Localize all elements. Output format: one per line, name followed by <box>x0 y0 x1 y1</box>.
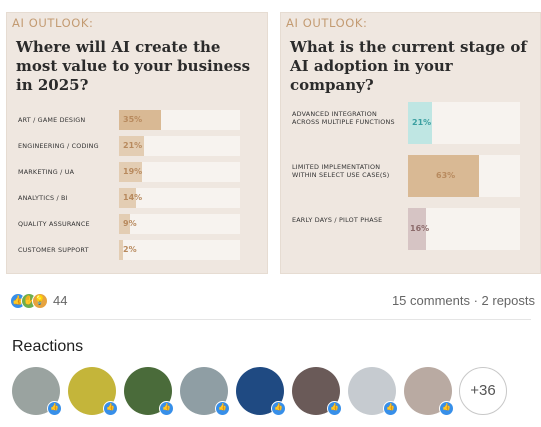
bar-row: LIMITED IMPLEMENTATION WITHIN SELECT USE… <box>280 155 541 197</box>
bar-label: EARLY DAYS / PILOT PHASE <box>292 216 383 224</box>
comments-reposts-link[interactable]: 15 comments · 2 reposts <box>391 293 535 308</box>
avatar-8[interactable]: 👍 <box>404 367 454 416</box>
divider <box>10 319 531 320</box>
bar-row: ANALYTICS / BI 14% <box>6 188 268 208</box>
bar-row: CUSTOMER SUPPORT 2% <box>6 240 268 260</box>
bar-track: 14% <box>119 188 240 208</box>
bar-fill <box>408 155 479 197</box>
bar-value: 21% <box>123 141 143 150</box>
avatar-3[interactable]: 👍 <box>124 367 174 416</box>
avatar-5[interactable]: 👍 <box>236 367 286 416</box>
bar-value: 19% <box>123 167 143 176</box>
bar-value: 14% <box>123 193 143 202</box>
bar-label: LIMITED IMPLEMENTATION WITHIN SELECT USE… <box>292 163 390 179</box>
bar-track: 35% <box>119 110 240 130</box>
like-badge-icon: 👍 <box>103 401 118 416</box>
slide-ai-adoption[interactable]: AI OUTLOOK: What is the current stage of… <box>280 12 541 274</box>
reaction-icons[interactable]: 👍 ✋ 💡 <box>10 293 50 309</box>
bar-track: 9% <box>119 214 240 234</box>
avatar-2[interactable]: 👍 <box>68 367 118 416</box>
bar-value: 21% <box>412 118 432 127</box>
avatar-1[interactable]: 👍 <box>12 367 62 416</box>
reactions-heading: Reactions <box>12 338 84 355</box>
bar-value: 35% <box>123 115 143 124</box>
bar-row: MARKETING / UA 19% <box>6 162 268 182</box>
bar-label: ADVANCED INTEGRATION ACROSS MULTIPLE FUN… <box>292 110 395 126</box>
bar-label: CUSTOMER SUPPORT <box>18 246 89 254</box>
bar-track: 16% <box>408 208 520 250</box>
bar-label: ART / GAME DESIGN <box>18 116 86 124</box>
bar-row: ADVANCED INTEGRATION ACROSS MULTIPLE FUN… <box>280 102 541 144</box>
bar-row: ENGINEERING / CODING 21% <box>6 136 268 156</box>
slide-question: What is the current stage of AI adoption… <box>290 38 527 94</box>
avatar-7[interactable]: 👍 <box>348 367 398 416</box>
bar-track: 21% <box>119 136 240 156</box>
bar-fill <box>119 110 161 130</box>
like-badge-icon: 👍 <box>215 401 230 416</box>
bar-row: QUALITY ASSURANCE 9% <box>6 214 268 234</box>
bar-fill <box>119 162 142 182</box>
bar-row: EARLY DAYS / PILOT PHASE 16% <box>280 208 541 250</box>
bar-fill <box>119 136 144 156</box>
bar-value: 16% <box>410 224 430 233</box>
like-badge-icon: 👍 <box>47 401 62 416</box>
bar-track: 19% <box>119 162 240 182</box>
insightful-icon: 💡 <box>32 293 48 309</box>
avatar-4[interactable]: 👍 <box>180 367 230 416</box>
reaction-count[interactable]: 44 <box>53 293 68 308</box>
bar-row: ART / GAME DESIGN 35% <box>6 110 268 130</box>
post-image-carousel[interactable]: AI OUTLOOK: Where will AI create the mos… <box>0 0 541 285</box>
bar-value: 63% <box>436 171 456 180</box>
bar-track: 2% <box>119 240 240 260</box>
bar-track: 63% <box>408 155 520 197</box>
avatar-6[interactable]: 👍 <box>292 367 342 416</box>
bar-track: 21% <box>408 102 520 144</box>
like-badge-icon: 👍 <box>327 401 342 416</box>
like-badge-icon: 👍 <box>159 401 174 416</box>
like-badge-icon: 👍 <box>271 401 286 416</box>
slide-ai-value[interactable]: AI OUTLOOK: Where will AI create the mos… <box>6 12 268 274</box>
bar-label: QUALITY ASSURANCE <box>18 220 90 228</box>
like-badge-icon: 👍 <box>383 401 398 416</box>
more-reactors-button[interactable]: +36 <box>459 367 507 415</box>
bar-label: MARKETING / UA <box>18 168 75 176</box>
social-counts: 👍 ✋ 💡 44 15 comments · 2 reposts <box>10 293 535 311</box>
bar-label: ANALYTICS / BI <box>18 194 68 202</box>
bar-fill <box>119 214 130 234</box>
slide-kicker: AI OUTLOOK: <box>286 16 368 30</box>
bar-fill <box>408 102 432 144</box>
bar-value: 9% <box>123 219 137 228</box>
slide-kicker: AI OUTLOOK: <box>12 16 94 30</box>
bar-fill <box>119 188 136 208</box>
slide-question: Where will AI create the most value to y… <box>16 38 251 94</box>
bar-value: 2% <box>123 245 137 254</box>
bar-label: ENGINEERING / CODING <box>18 142 99 150</box>
bar-fill <box>119 240 123 260</box>
bar-fill <box>408 208 426 250</box>
like-badge-icon: 👍 <box>439 401 454 416</box>
